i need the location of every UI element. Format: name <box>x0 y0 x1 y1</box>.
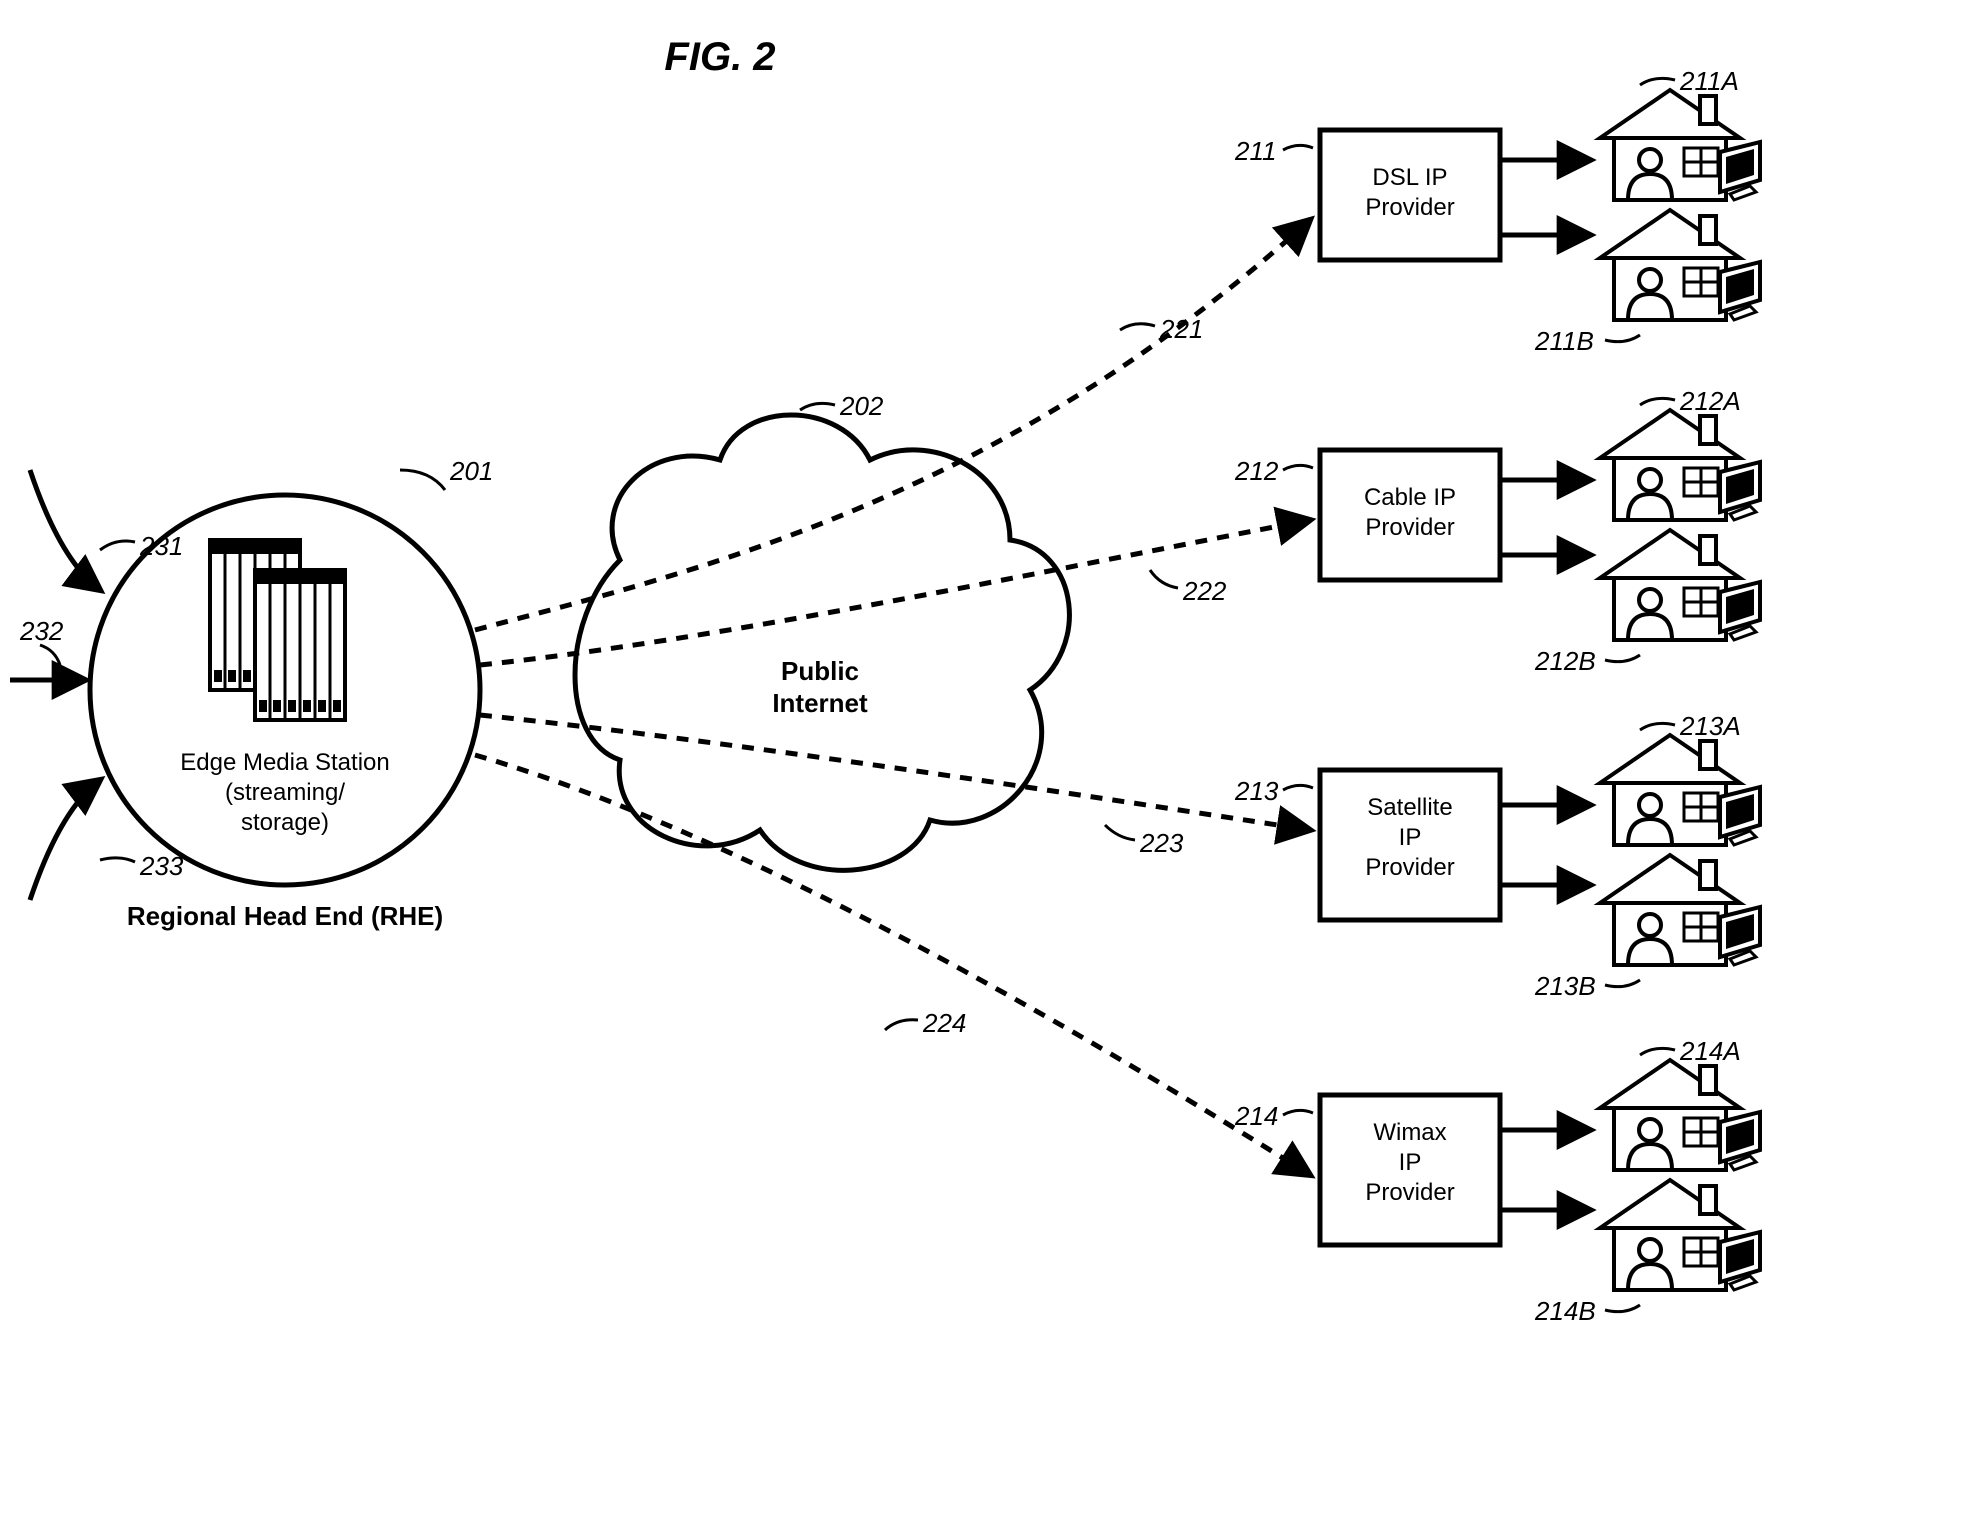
ref-211: 211 <box>1234 136 1276 166</box>
cloud-label-2: Internet <box>772 688 868 718</box>
provider-sat: Satellite IP Provider 213 213A 213B <box>1234 711 1760 1001</box>
cloud-label-1: Public <box>781 656 859 686</box>
ref-213A: 213A <box>1679 711 1741 741</box>
cable-line1: Cable IP <box>1364 484 1456 511</box>
ref-224: 224 <box>922 1008 966 1038</box>
rhe-label-1: Edge Media Station <box>180 749 389 776</box>
dsl-line1: DSL IP <box>1372 164 1447 191</box>
provider-cable: Cable IP Provider 212 212A 212B <box>1234 386 1760 676</box>
ref-201: 201 <box>449 456 493 486</box>
wimax-line2: IP <box>1399 1149 1422 1176</box>
cloud-node: Public Internet <box>575 415 1069 870</box>
ref-214: 214 <box>1234 1101 1278 1131</box>
ref-231: 231 <box>139 531 183 561</box>
rhe-caption: Regional Head End (RHE) <box>127 901 443 931</box>
ref-212: 212 <box>1234 456 1279 486</box>
ref-222: 222 <box>1182 576 1227 606</box>
sat-line1: Satellite <box>1367 794 1452 821</box>
sat-line3: Provider <box>1365 854 1454 881</box>
ref-221: 221 <box>1159 314 1203 344</box>
cable-line2: Provider <box>1365 514 1454 541</box>
ref-223: 223 <box>1139 828 1184 858</box>
ref-202: 202 <box>839 391 884 421</box>
ref-213: 213 <box>1234 776 1279 806</box>
provider-dsl: DSL IP Provider 211 211A 211B <box>1234 66 1760 356</box>
ref-214B: 214B <box>1534 1296 1596 1326</box>
sat-line2: IP <box>1399 824 1422 851</box>
wimax-line3: Provider <box>1365 1179 1454 1206</box>
figure-2-diagram: FIG. 2 Edge Media Station (streaming/ st… <box>0 0 1963 1513</box>
ref-214A: 214A <box>1679 1036 1741 1066</box>
ref-213B: 213B <box>1534 971 1596 1001</box>
ref-211A: 211A <box>1679 66 1739 96</box>
provider-wimax: Wimax IP Provider 214 214A 214B <box>1234 1036 1760 1326</box>
dsl-line2: Provider <box>1365 194 1454 221</box>
rhe-label-2: (streaming/ <box>225 779 345 806</box>
wimax-line1: Wimax <box>1373 1119 1446 1146</box>
ref-233: 233 <box>139 851 184 881</box>
ref-232: 232 <box>19 616 64 646</box>
ref-212A: 212A <box>1679 386 1741 416</box>
ref-211B: 211B <box>1534 326 1594 356</box>
rhe-label-3: storage) <box>241 809 329 836</box>
figure-title: FIG. 2 <box>664 35 775 79</box>
ref-212B: 212B <box>1534 646 1596 676</box>
